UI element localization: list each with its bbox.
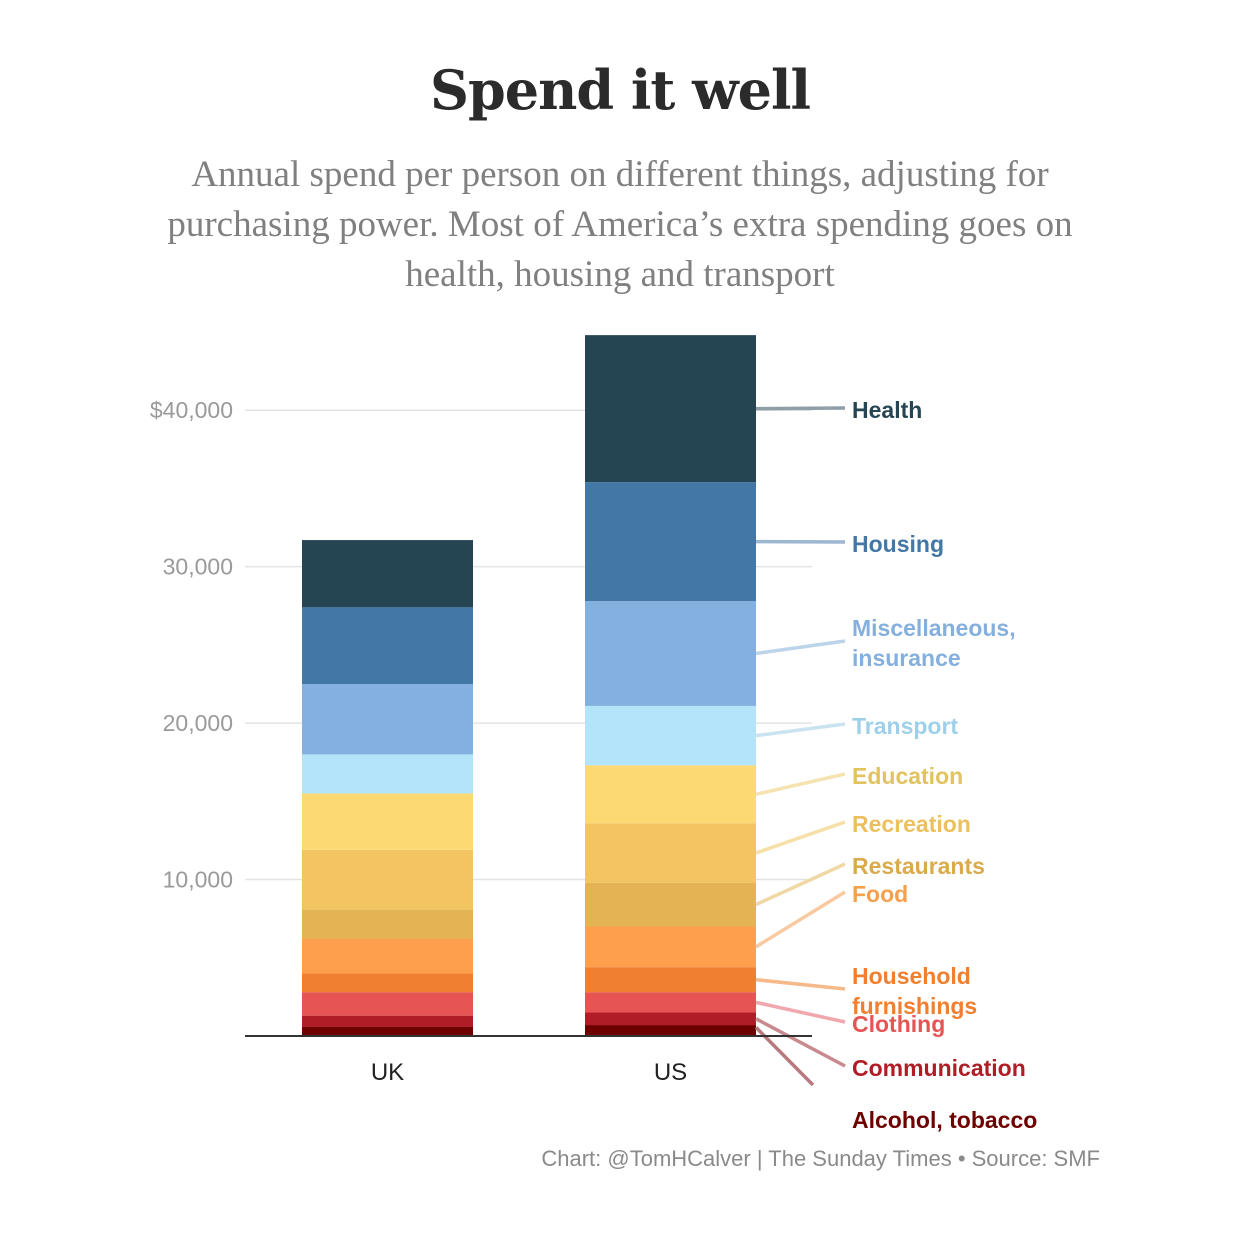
bar-segment-us-communication	[585, 1012, 756, 1026]
series-label: Household furnishings	[852, 963, 977, 1019]
label-leader-line	[755, 890, 846, 949]
bar-segment-us-recreation	[585, 823, 756, 883]
label-leader-line	[755, 1017, 846, 1068]
bar-segment-uk-miscellaneous-insurance	[302, 684, 473, 755]
source-credit: Chart: @TomHCalver | The Sunday Times • …	[541, 1146, 1100, 1171]
bar-segment-uk-transport	[302, 754, 473, 794]
bar-segment-us-clothing	[585, 992, 756, 1013]
label-leader-line	[755, 862, 846, 907]
label-leader-line	[755, 722, 846, 738]
bar-segment-uk-housing	[302, 607, 473, 684]
bar-segment-uk-communication	[302, 1015, 473, 1027]
y-tick-label: 10,000	[163, 867, 233, 893]
series-label: Health	[852, 397, 922, 423]
bar-segment-uk-household-furnishings	[302, 973, 473, 993]
bar-segment-uk-alcohol-tobacco	[302, 1026, 473, 1036]
series-label: Restaurants	[852, 853, 985, 879]
label-leader-line	[755, 406, 846, 411]
bar-segment-us-miscellaneous-insurance	[585, 601, 756, 706]
label-leader-line	[755, 820, 846, 855]
series-label: Transport	[852, 713, 958, 739]
bar-segment-us-alcohol-tobacco	[585, 1025, 756, 1036]
bar-segment-uk-education	[302, 793, 473, 850]
bar-segment-uk-health	[302, 540, 473, 608]
y-tick-label: 20,000	[163, 710, 233, 736]
chart-title: Spend it well	[429, 58, 811, 122]
bars	[302, 335, 756, 1036]
bar-segment-uk-clothing	[302, 992, 473, 1016]
label-leader-line	[755, 977, 846, 991]
bar-segment-us-housing	[585, 482, 756, 602]
series-label: Clothing	[852, 1011, 945, 1037]
label-leader-line	[755, 1000, 846, 1024]
y-tick-label: $40,000	[150, 397, 233, 423]
y-tick-label: 30,000	[163, 554, 233, 580]
series-labels: Health Housing Miscellaneous, insurance Tran…	[754, 397, 1037, 1133]
bar-segment-uk-recreation	[302, 849, 473, 910]
series-label: Miscellaneous, insurance	[852, 615, 1016, 671]
bar-segment-uk-food	[302, 939, 473, 974]
bar-segment-us-household-furnishings	[585, 967, 756, 993]
bar-segment-uk-restaurants	[302, 909, 473, 940]
series-label: Education	[852, 763, 963, 789]
label-leader-line	[755, 639, 846, 656]
bar-segment-us-education	[585, 765, 756, 824]
axes: 10,000 20,000 30,000 $40,000 UK US	[150, 397, 812, 1086]
x-tick-label: UK	[371, 1059, 404, 1086]
bar-segment-us-restaurants	[585, 882, 756, 927]
chart-subtitle: Annual spend per person on different thi…	[167, 154, 1073, 295]
series-label: Communication	[852, 1055, 1026, 1081]
series-label: Housing	[852, 531, 944, 557]
x-tick-label: US	[654, 1059, 687, 1086]
label-leader-line	[755, 772, 846, 796]
bar-segment-us-food	[585, 926, 756, 968]
bar-segment-us-health	[585, 335, 756, 483]
series-label: Recreation	[852, 811, 971, 837]
bar-segment-us-transport	[585, 705, 756, 766]
series-label: Alcohol, tobacco	[852, 1107, 1037, 1133]
series-label: Food	[852, 881, 908, 907]
